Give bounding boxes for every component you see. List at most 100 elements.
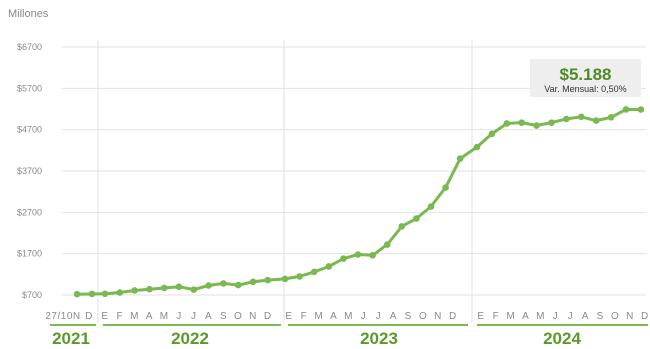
data-point	[234, 281, 242, 289]
data-point	[563, 115, 570, 123]
x-tick-label: F	[301, 311, 308, 322]
x-tick-label: E	[285, 311, 292, 322]
x-tick-label: N	[626, 311, 634, 322]
grid	[62, 40, 646, 322]
data-point	[146, 285, 153, 293]
data-point	[607, 113, 615, 121]
y-tick-label: $1700	[17, 249, 42, 259]
x-tick-label: A	[522, 311, 529, 322]
x-tick-label: E	[101, 311, 108, 322]
x-tick-label: D	[85, 311, 93, 322]
x-tick-label: O	[611, 311, 619, 322]
callout-subtitle: Var. Mensual: 0,50%	[544, 84, 626, 94]
data-point	[264, 276, 272, 284]
data-point	[220, 280, 227, 287]
data-point	[442, 184, 449, 191]
x-tick-label: S	[597, 311, 604, 322]
x-tick-label: 27/10N	[45, 311, 80, 322]
data-point	[488, 130, 496, 138]
x-tick-label: A	[390, 311, 397, 322]
data-point	[592, 117, 600, 124]
year-bar	[50, 324, 96, 326]
x-tick-label: M	[506, 311, 515, 322]
x-tick-label: M	[314, 311, 323, 322]
callout-value: $5.188	[560, 65, 612, 84]
data-point	[249, 278, 257, 286]
year-bar	[477, 324, 648, 326]
x-tick-label: M	[130, 311, 139, 322]
data-point	[354, 251, 362, 258]
data-point	[175, 283, 183, 291]
year-labels: 2021 2022 2023 2024	[50, 324, 648, 348]
x-tick-label: D	[641, 311, 649, 322]
data-point	[296, 273, 303, 280]
x-tick-label: J	[553, 311, 559, 322]
data-point	[533, 122, 540, 129]
x-tick-label: M	[344, 311, 353, 322]
data-point	[398, 223, 406, 230]
x-axis-ticks: 27/10N D E F M A M J J A S O N D E F M A M J J A S O N D E F M A M J J A S…	[45, 311, 648, 322]
year-bar	[288, 324, 468, 326]
data-point	[101, 290, 109, 298]
year-label: 2022	[171, 329, 209, 348]
x-tick-label: E	[477, 311, 484, 322]
data-point	[116, 289, 124, 296]
x-tick-label: M	[160, 311, 169, 322]
data-point	[160, 284, 168, 292]
data-point	[413, 215, 420, 222]
x-tick-label: D	[449, 311, 457, 322]
x-tick-label: M	[536, 311, 545, 322]
y-tick-label: $2700	[17, 207, 42, 217]
x-tick-label: D	[264, 311, 272, 322]
data-point	[503, 120, 511, 127]
data-point	[548, 119, 555, 126]
x-tick-label: F	[116, 311, 123, 322]
data-point	[369, 252, 376, 259]
x-tick-label: J	[191, 311, 197, 322]
y-tick-label: $5700	[17, 83, 42, 93]
data-point	[637, 106, 645, 113]
y-tick-label: $700	[22, 290, 42, 300]
data-point	[325, 263, 333, 270]
x-tick-label: A	[582, 311, 589, 322]
data-point	[383, 241, 391, 248]
x-tick-label: J	[568, 311, 574, 322]
data-point	[473, 143, 481, 151]
data-point	[427, 203, 435, 210]
y-axis-ticks: $700 $1700 $2700 $3700 $4700 $5700 $6700	[17, 42, 42, 300]
x-tick-label: N	[434, 311, 442, 322]
x-tick-label: A	[146, 311, 153, 322]
x-tick-label: J	[376, 311, 382, 322]
data-point	[518, 119, 525, 126]
data-point	[578, 113, 585, 121]
year-label: 2021	[52, 329, 90, 348]
callout-box	[530, 59, 641, 97]
year-label: 2024	[543, 329, 581, 348]
series	[73, 106, 645, 298]
x-tick-label: F	[493, 311, 500, 322]
y-unit-label: Millones	[8, 8, 49, 20]
x-tick-label: S	[405, 311, 412, 322]
y-tick-label: $4700	[17, 125, 42, 135]
data-point	[310, 268, 318, 276]
series-line	[75, 107, 643, 296]
x-tick-label: J	[361, 311, 367, 322]
data-point	[205, 282, 212, 289]
data-point	[88, 290, 96, 298]
data-point	[73, 290, 81, 298]
x-tick-label: S	[220, 311, 227, 322]
data-point	[190, 286, 198, 293]
data-point	[131, 287, 138, 294]
y-tick-label: $6700	[17, 42, 42, 52]
data-point	[340, 255, 347, 262]
data-point	[456, 155, 464, 162]
data-point	[622, 106, 630, 113]
x-tick-label: O	[234, 311, 242, 322]
data-point	[281, 275, 289, 283]
x-tick-label: J	[176, 311, 182, 322]
year-bar	[103, 324, 281, 326]
x-tick-label: A	[330, 311, 337, 322]
year-label: 2023	[360, 329, 398, 348]
x-tick-label: N	[249, 311, 257, 322]
